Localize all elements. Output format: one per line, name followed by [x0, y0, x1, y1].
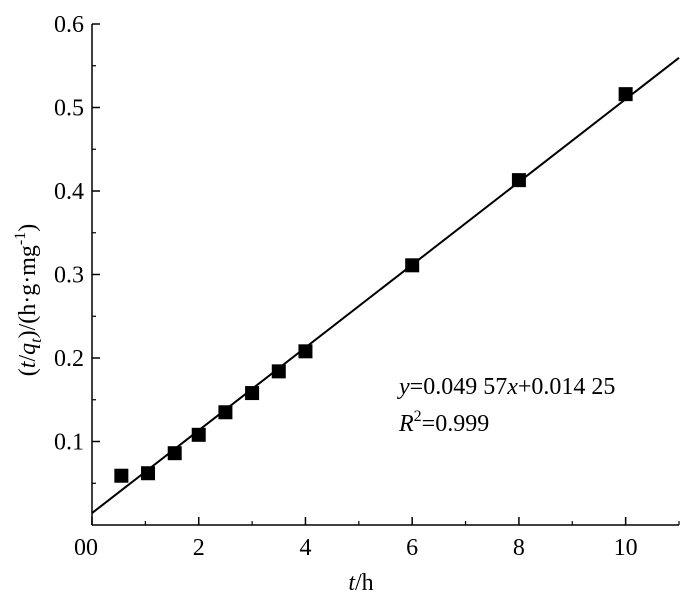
data-point [405, 258, 420, 273]
y-axis-label: (t/qt)/(h·g·mg-1) [12, 224, 45, 376]
r-squared: R2=0.999 [398, 408, 489, 437]
x-tick-label: 2 [193, 535, 205, 561]
data-point [271, 364, 286, 379]
y-tick-label: 0.5 [54, 96, 84, 122]
data-points [114, 87, 633, 483]
data-point [191, 427, 206, 442]
data-point [618, 87, 633, 102]
data-point [141, 466, 156, 481]
x-tick-label: 8 [513, 535, 525, 561]
x-tick-label: 0 [86, 535, 98, 561]
y-tick-label: 0.1 [54, 430, 84, 456]
x-tick-label: 4 [299, 535, 311, 561]
fit-line [91, 57, 680, 514]
data-point [245, 386, 260, 401]
y-tick-label: 0.6 [54, 12, 84, 38]
axis-ticks: 0 2 4 6 8 10 0.1 0.2 0.3 0.4 0.5 0.6 0 [54, 12, 680, 561]
data-point [167, 446, 182, 461]
fit-equation: y=0.049 57x+0.014 25 [397, 374, 615, 400]
x-tick-label: 10 [614, 535, 638, 561]
x-tick-label-origin: 0 [74, 535, 86, 561]
y-tick-label: 0.3 [54, 263, 84, 289]
data-point [511, 173, 526, 188]
y-tick-label: 0.2 [54, 346, 84, 372]
x-axis-label: t/h [348, 570, 373, 596]
data-point [114, 468, 129, 483]
data-point [298, 344, 313, 359]
data-point [218, 405, 233, 420]
x-tick-label: 6 [406, 535, 418, 561]
y-tick-label: 0.4 [54, 179, 84, 205]
fit-line-group [91, 57, 680, 514]
